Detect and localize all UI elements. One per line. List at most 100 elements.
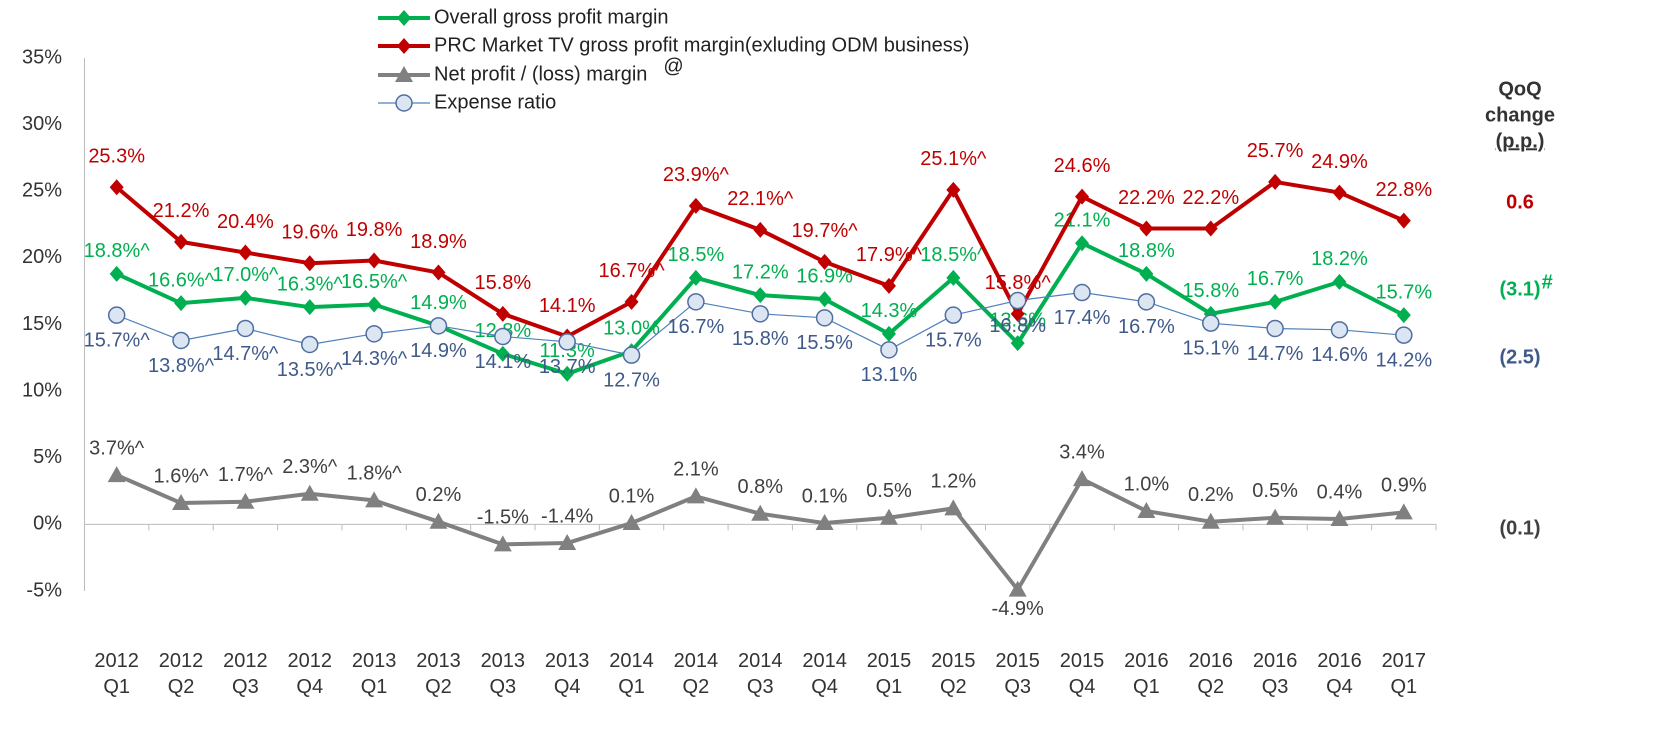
data-label: 16.7%	[1247, 268, 1304, 290]
legend-label: PRC Market TV gross profit margin(exludi…	[434, 34, 969, 56]
marker	[944, 306, 963, 324]
data-label: 17.4%	[1054, 307, 1111, 329]
data-label: 25.3%	[88, 146, 145, 168]
data-label: 16.8%	[989, 315, 1046, 337]
data-label: 13.7%	[539, 356, 596, 378]
marker	[495, 305, 510, 322]
data-label: 1.2%	[931, 471, 977, 493]
y-tick-label: -5%	[26, 579, 62, 601]
marker	[236, 492, 255, 509]
marker	[365, 491, 384, 508]
data-label: 21.1%	[1054, 209, 1111, 231]
x-tick-label: 2016 Q1	[1124, 650, 1169, 698]
data-label: 18.5%	[668, 244, 725, 266]
marker	[301, 335, 319, 354]
data-label: 15.8%	[474, 272, 531, 294]
marker	[946, 269, 961, 286]
data-label: 16.6%^	[148, 269, 215, 291]
data-label: 22.2%	[1118, 187, 1175, 209]
legend-label: Overall gross profit margin	[434, 6, 669, 28]
data-label: 1.7%^	[218, 464, 274, 486]
data-label: 0.8%	[737, 476, 783, 498]
x-tick-label: 2015 Q4	[1060, 650, 1105, 698]
marker	[495, 345, 510, 362]
marker	[1396, 307, 1411, 324]
marker	[946, 181, 961, 198]
data-label: 12.7%	[603, 369, 660, 391]
data-label: 15.7%	[1375, 281, 1432, 303]
marker	[1075, 188, 1090, 205]
series: 15.7%^13.8%^14.7%^13.5%^14.3%^ 14.9% 14.1%…	[84, 283, 1432, 391]
marker	[429, 512, 448, 529]
marker	[174, 233, 189, 250]
marker	[1332, 184, 1347, 201]
data-label: 3.7%^	[89, 437, 145, 459]
marker	[395, 66, 413, 82]
data-label: 17.0%^	[212, 264, 279, 286]
x-tick-label: 2014 Q4	[802, 650, 847, 698]
marker	[1008, 580, 1027, 597]
data-label: 25.7%	[1247, 140, 1304, 162]
data-label: 19.6%	[281, 221, 338, 243]
data-label: 0.9%	[1381, 475, 1427, 497]
data-label: 21.2%	[153, 200, 210, 222]
x-tick-label: 2015 Q3	[995, 650, 1040, 698]
y-tick-label: 35%	[22, 46, 62, 68]
data-label: -1.4%	[541, 505, 593, 527]
marker	[686, 487, 705, 504]
qoq-title: change	[1485, 104, 1555, 126]
x-tick-label: 2017 Q1	[1382, 650, 1427, 698]
data-label: 0.2%	[1188, 484, 1234, 506]
data-label: 3.4%	[1059, 441, 1105, 463]
x-tick-label: 2016 Q3	[1253, 650, 1298, 698]
marker	[172, 494, 191, 511]
data-label: 15.8%	[1182, 280, 1239, 302]
data-label: 18.8%	[1118, 240, 1175, 262]
marker	[624, 293, 639, 310]
data-label: 11.3%	[540, 340, 595, 362]
x-tick-label: 2014 Q2	[674, 650, 719, 698]
data-label: 17.2%	[732, 261, 789, 283]
data-label: 14.6%	[1311, 344, 1368, 366]
marker	[879, 508, 898, 525]
marker	[1203, 220, 1218, 237]
data-label: 20.4%	[217, 211, 274, 233]
marker	[1330, 321, 1349, 339]
marker	[109, 265, 124, 282]
data-label: 23.9%^	[663, 164, 730, 186]
marker	[1201, 512, 1220, 529]
marker	[238, 244, 253, 261]
marker	[622, 346, 641, 364]
marker	[1073, 283, 1091, 302]
data-label: 18.8%^	[84, 240, 151, 262]
marker	[300, 484, 319, 501]
x-tick-label: 2016 Q4	[1317, 650, 1362, 698]
marker	[817, 253, 832, 270]
data-label: -4.9%	[992, 598, 1044, 620]
marker	[753, 221, 768, 238]
data-label: 16.7%	[668, 316, 725, 338]
marker	[1268, 173, 1283, 190]
marker	[880, 341, 898, 359]
x-tick-label: 2013 Q3	[481, 650, 526, 698]
data-label: 22.2%	[1182, 187, 1239, 209]
data-label: 2.1%	[673, 459, 719, 481]
data-label: 13.1%	[861, 364, 918, 386]
y-tick-label: 30%	[22, 113, 62, 135]
data-label: 14.3%^	[341, 348, 408, 370]
legend-label: Net profit / (loss) margin	[434, 63, 647, 85]
series: 3.7%^ 1.6%^ 1.7%^ 2.3%^ 1.8%^ 0.2% -1.5% -1.4% 0…	[89, 437, 1427, 620]
y-tick-label: 0%	[33, 513, 62, 535]
marker	[365, 325, 383, 343]
x-tick-label: 2013 Q2	[416, 650, 461, 698]
data-label: 1.8%^	[347, 463, 403, 485]
data-label: 1.0%	[1124, 473, 1170, 495]
marker	[622, 514, 641, 531]
x-tick-label: 2014 Q3	[738, 650, 783, 698]
marker	[1139, 220, 1154, 237]
data-label: 15.7%	[925, 329, 982, 351]
qoq-value: 0.6	[1506, 191, 1534, 213]
data-label: 14.7%	[1247, 343, 1304, 365]
marker	[1396, 212, 1411, 229]
